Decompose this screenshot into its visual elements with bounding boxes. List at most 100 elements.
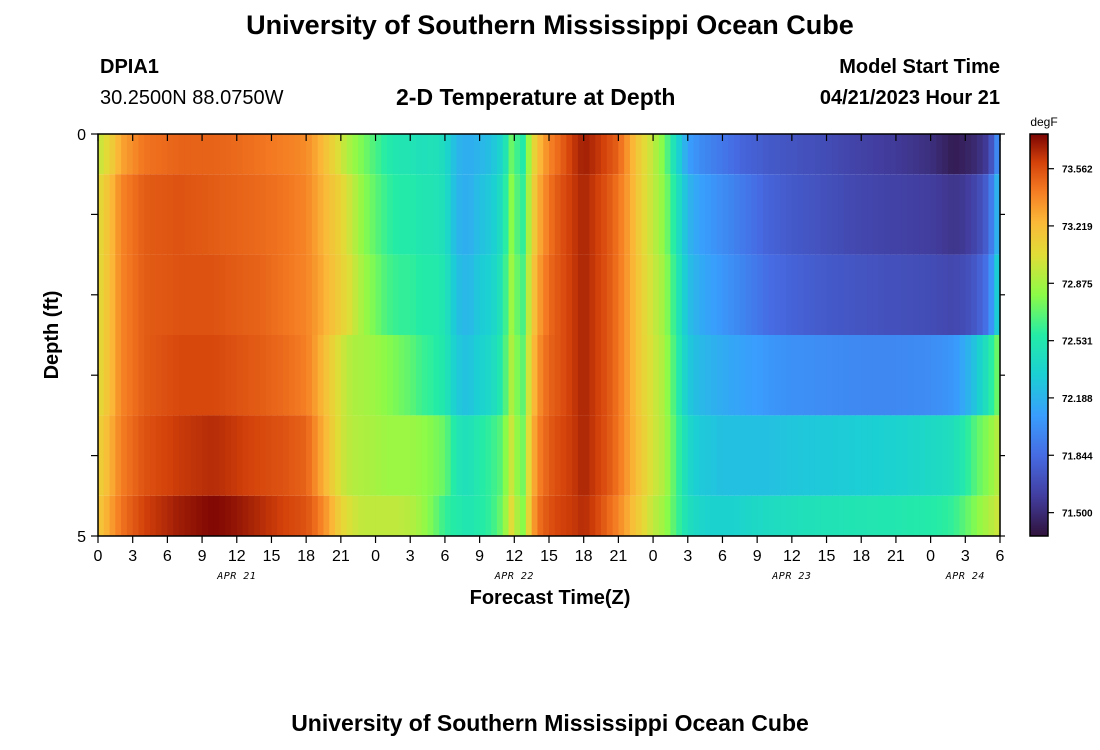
heatmap-cell [184, 335, 192, 416]
heatmap-cell [976, 134, 984, 175]
x-date-label: APR 21 [216, 571, 256, 582]
x-tick-label: 3 [406, 548, 415, 565]
heatmap-cell [589, 254, 596, 335]
heatmap-cell [549, 254, 556, 335]
heatmap-cell [809, 335, 816, 416]
heatmap-cell [248, 174, 255, 255]
heatmap-cell [739, 335, 747, 416]
heatmap-cell [184, 134, 192, 175]
heatmap-cell [387, 134, 394, 175]
heatmap-cell [398, 335, 406, 416]
heatmap-cell [838, 495, 845, 536]
heatmap-cell [924, 254, 932, 335]
heatmap-cell [150, 495, 157, 536]
heatmap-cell [710, 174, 718, 255]
heatmap-cell [225, 174, 232, 255]
heatmap-cell [121, 495, 128, 536]
heatmap-cell [861, 134, 868, 175]
heatmap-cell [196, 335, 203, 416]
heatmap-cell [230, 335, 238, 416]
heatmap-cell [248, 134, 255, 175]
heatmap-cell [635, 254, 643, 335]
heatmap-cell [791, 335, 799, 416]
heatmap-cell [872, 134, 880, 175]
heatmap-cell [190, 495, 197, 536]
heatmap-cell [444, 254, 452, 335]
heatmap-cell [901, 415, 909, 496]
heatmap-cell [462, 254, 469, 335]
heatmap-cell [121, 134, 128, 175]
heatmap-cell [444, 495, 452, 536]
heatmap-cell [774, 254, 781, 335]
heatmap-cell [878, 495, 885, 536]
heatmap-cell [624, 495, 631, 536]
heatmap-cell [491, 495, 498, 536]
heatmap-cell [323, 335, 330, 416]
heatmap-cell [514, 495, 521, 536]
heatmap-cell [629, 134, 637, 175]
heatmap-cell [832, 335, 839, 416]
heatmap-cell [947, 415, 955, 496]
heatmap-cell [473, 335, 481, 416]
heatmap-cell [288, 134, 296, 175]
heatmap-cell [167, 254, 174, 335]
x-tick-label: 15 [540, 548, 558, 565]
heatmap-cell [861, 254, 868, 335]
heatmap-cell [190, 254, 197, 335]
heatmap-cell [786, 254, 793, 335]
heatmap-cell [936, 134, 943, 175]
heatmap-cell [496, 254, 504, 335]
heatmap-cell [283, 415, 290, 496]
heatmap-cell [907, 254, 914, 335]
heatmap-cell [560, 415, 567, 496]
heatmap-cell [190, 134, 197, 175]
heatmap-cell [196, 134, 203, 175]
heatmap-cell [283, 254, 290, 335]
heatmap-cell [745, 495, 752, 536]
heatmap-cell [265, 134, 273, 175]
heatmap-cell [502, 495, 510, 536]
heatmap-cell [976, 495, 984, 536]
heatmap-cell [126, 415, 134, 496]
heatmap-cell [184, 254, 192, 335]
heatmap-cell [346, 134, 354, 175]
heatmap-cell [838, 254, 845, 335]
heatmap-cell [236, 174, 244, 255]
heatmap-cell [323, 415, 330, 496]
heatmap-cell [421, 495, 429, 536]
heatmap-cell [375, 134, 382, 175]
heatmap-cell [126, 495, 134, 536]
heatmap-cell [306, 134, 313, 175]
heatmap-cell [595, 335, 602, 416]
heatmap-cell [676, 134, 683, 175]
heatmap-cell [884, 335, 891, 416]
heatmap-cell [624, 415, 631, 496]
heatmap-cell [572, 495, 579, 536]
heatmap-cell [502, 415, 510, 496]
heatmap-cell [433, 335, 440, 416]
heatmap-cell [416, 134, 423, 175]
heatmap-cell [121, 174, 128, 255]
heatmap-cell [520, 174, 527, 255]
heatmap-cell [144, 495, 151, 536]
heatmap-cell [757, 495, 764, 536]
heatmap-cell [884, 495, 891, 536]
heatmap-cell [884, 174, 891, 255]
heatmap-cell [502, 335, 510, 416]
heatmap-cell [381, 174, 388, 255]
heatmap-cell [468, 254, 475, 335]
heatmap-cell [930, 495, 937, 536]
plot-subtitle: 2-D Temperature at Depth [396, 84, 676, 110]
heatmap-cell [300, 415, 307, 496]
heatmap-cell [144, 254, 151, 335]
heatmap-cell [890, 174, 897, 255]
heatmap-cell [369, 415, 377, 496]
heatmap-cell [485, 335, 492, 416]
heatmap-cell [647, 495, 654, 536]
heatmap-cell [930, 415, 937, 496]
heatmap-cell [525, 495, 533, 536]
heatmap-cell [178, 495, 186, 536]
heatmap-cell [456, 335, 463, 416]
heatmap-cell [681, 254, 689, 335]
heatmap-cell [485, 495, 492, 536]
